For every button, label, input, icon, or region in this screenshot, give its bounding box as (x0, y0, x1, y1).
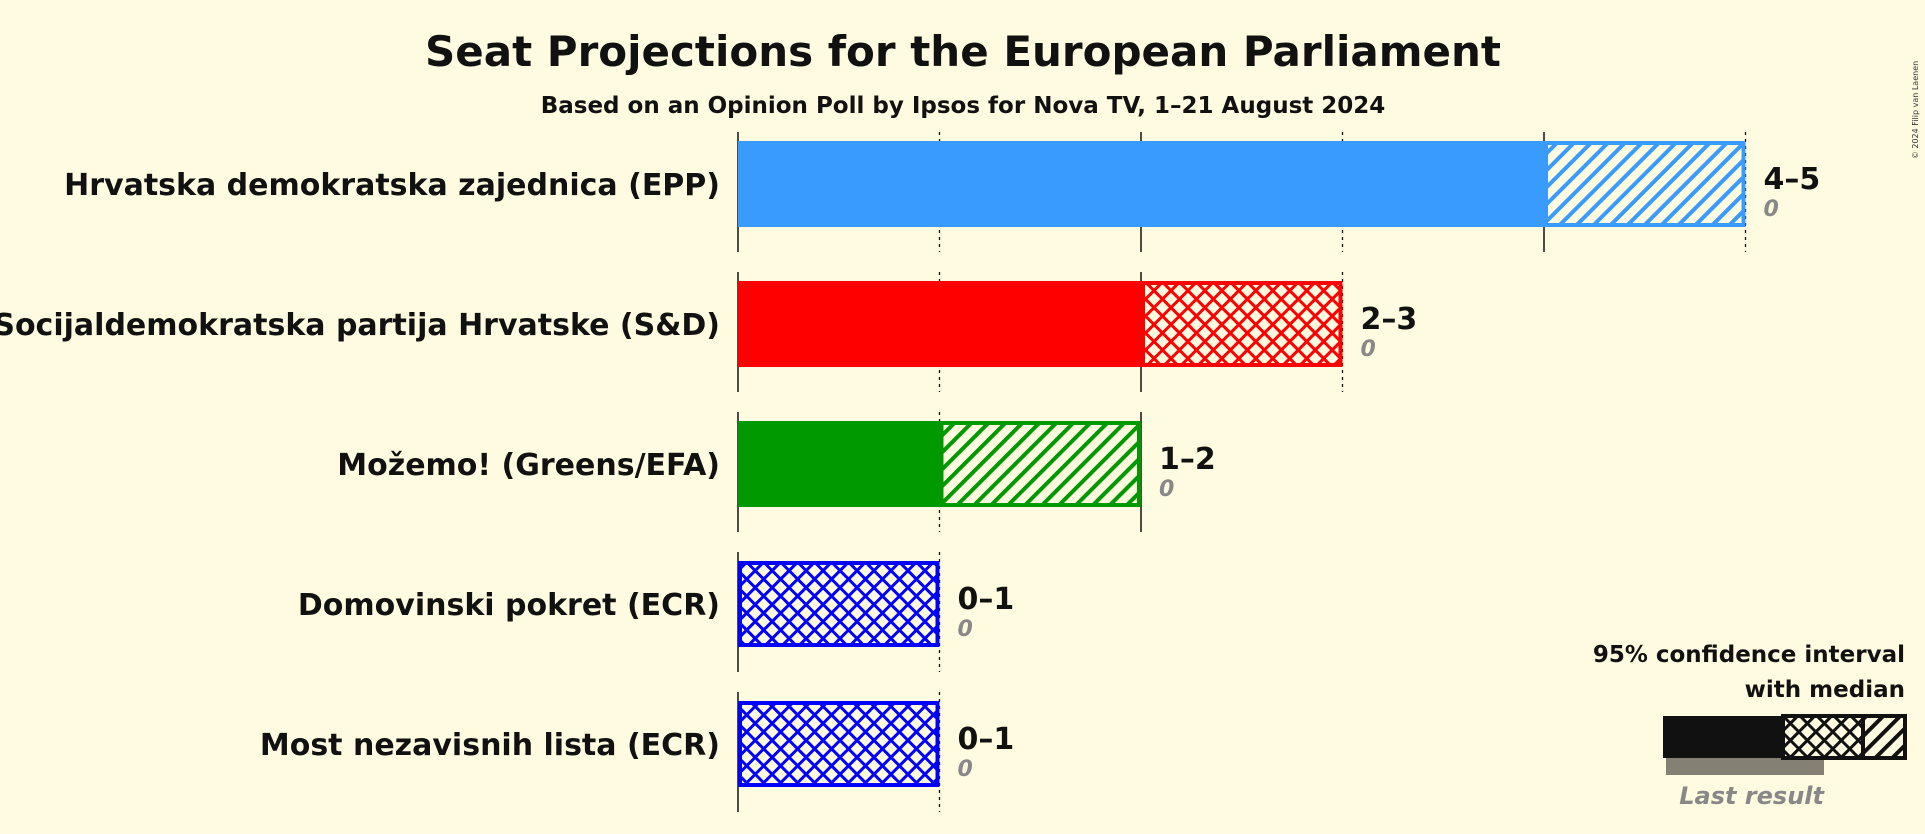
legend-crosshatch (1781, 714, 1865, 760)
bar-crosshatch (1141, 281, 1343, 367)
bar-crosshatch (738, 561, 940, 647)
legend-line2: with median (1745, 677, 1905, 703)
legend: 95% confidence interval with median Last… (1593, 642, 1907, 810)
party-label: Možemo! (Greens/EFA) (337, 448, 720, 483)
bar-solid (738, 421, 940, 507)
legend-diagonal (1861, 714, 1907, 760)
party-label: Domovinski pokret (ECR) (298, 588, 720, 623)
last-result-label: 0 (1159, 477, 1174, 502)
party-row: Socijaldemokratska partija Hrvatske (S&D… (0, 281, 1417, 367)
range-label: 0–1 (958, 722, 1015, 757)
party-label: Most nezavisnih lista (ECR) (260, 728, 720, 763)
legend-line1: 95% confidence interval (1593, 642, 1905, 668)
party-row: Most nezavisnih lista (ECR) 0–10 (260, 701, 1015, 787)
legend-last-result-label: Last result (1679, 782, 1825, 810)
last-result-label: 0 (1361, 337, 1376, 362)
bar-diagonal (939, 421, 1141, 507)
legend-last-result-bar (1666, 757, 1824, 775)
copyright: © 2024 Filip van Laenen (1911, 61, 1920, 159)
bar-solid (738, 281, 1141, 367)
range-label: 0–1 (958, 582, 1015, 617)
last-result-label: 0 (1764, 197, 1779, 222)
chart-subtitle: Based on an Opinion Poll by Ipsos for No… (541, 93, 1386, 119)
bar-solid (738, 141, 1544, 227)
legend-solid (1663, 716, 1783, 758)
range-label: 4–5 (1764, 162, 1821, 197)
chart-title: Seat Projections for the European Parlia… (425, 27, 1501, 76)
party-row: Hrvatska demokratska zajednica (EPP) 4–50 (64, 141, 1820, 227)
range-label: 2–3 (1361, 302, 1418, 337)
bar-diagonal (1544, 141, 1746, 227)
party-row: Domovinski pokret (ECR) 0–10 (298, 561, 1015, 647)
range-label: 1–2 (1159, 442, 1216, 477)
last-result-label: 0 (958, 617, 973, 642)
party-row: Možemo! (Greens/EFA) 1–20 (337, 421, 1216, 507)
party-label: Socijaldemokratska partija Hrvatske (S&D… (0, 308, 720, 343)
bar-crosshatch (738, 701, 940, 787)
last-result-label: 0 (958, 757, 973, 782)
party-label: Hrvatska demokratska zajednica (EPP) (64, 168, 720, 203)
